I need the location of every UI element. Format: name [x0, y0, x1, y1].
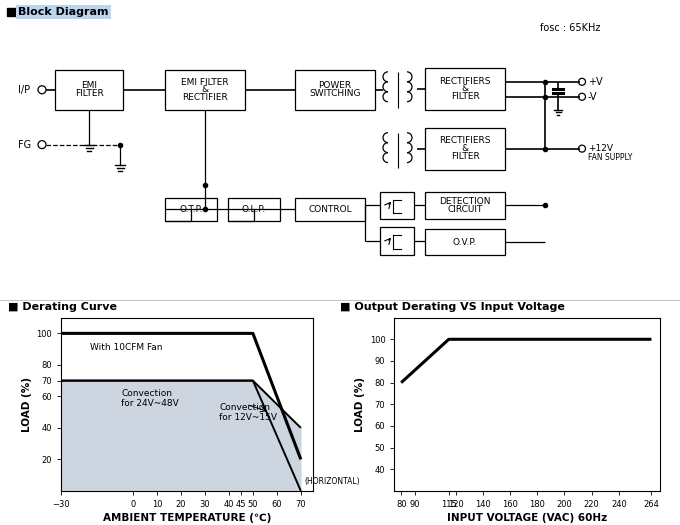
Text: RECTIFIERS: RECTIFIERS	[439, 136, 491, 145]
Bar	[7, 8, 15, 16]
Bar	[295, 70, 375, 110]
Bar	[425, 68, 505, 110]
X-axis label: AMBIENT TEMPERATURE (℃): AMBIENT TEMPERATURE (℃)	[103, 513, 271, 523]
Text: Convection
for 12V~15V: Convection for 12V~15V	[220, 403, 277, 422]
Bar	[55, 70, 123, 110]
Text: RECTIFIERS: RECTIFIERS	[439, 77, 491, 86]
Text: SWITCHING: SWITCHING	[309, 89, 361, 98]
Text: EMI FILTER: EMI FILTER	[181, 78, 228, 87]
Bar	[425, 229, 505, 255]
Bar	[165, 70, 245, 110]
Text: fosc : 65KHz: fosc : 65KHz	[540, 23, 600, 33]
Bar	[380, 192, 414, 219]
Bar	[425, 192, 505, 219]
Text: -V: -V	[588, 92, 598, 102]
Y-axis label: LOAD (%): LOAD (%)	[22, 377, 32, 432]
Text: CONTROL: CONTROL	[308, 205, 352, 214]
Text: ■ Derating Curve: ■ Derating Curve	[8, 302, 117, 312]
Text: &: &	[462, 144, 469, 153]
X-axis label: INPUT VOLTAGE (VAC) 60Hz: INPUT VOLTAGE (VAC) 60Hz	[447, 513, 607, 523]
Text: FG: FG	[18, 140, 31, 150]
Text: ■ Output Derating VS Input Voltage: ■ Output Derating VS Input Voltage	[340, 302, 565, 312]
Text: RECTIFIER: RECTIFIER	[182, 93, 228, 102]
Bar	[228, 197, 280, 222]
Text: FAN SUPPLY: FAN SUPPLY	[588, 153, 632, 162]
Bar	[165, 197, 217, 222]
Polygon shape	[61, 381, 301, 491]
Text: &: &	[462, 85, 469, 93]
Text: +V: +V	[588, 77, 602, 87]
Text: DETECTION: DETECTION	[439, 197, 491, 206]
Text: O.T.P.: O.T.P.	[180, 205, 203, 214]
Text: With 10CFM Fan: With 10CFM Fan	[90, 343, 163, 352]
Text: I/P: I/P	[18, 85, 30, 95]
Text: FILTER: FILTER	[451, 152, 479, 161]
Bar	[295, 197, 365, 222]
Text: Convection
for 24V~48V: Convection for 24V~48V	[121, 388, 179, 408]
Text: O.V.P.: O.V.P.	[453, 238, 477, 247]
Text: CIRCUIT: CIRCUIT	[447, 205, 483, 214]
Bar	[380, 227, 414, 255]
Bar	[425, 128, 505, 170]
Text: O.L.P.: O.L.P.	[242, 205, 266, 214]
Text: FILTER: FILTER	[451, 92, 479, 101]
Text: &: &	[201, 85, 209, 94]
Text: +12V: +12V	[588, 144, 613, 153]
Text: POWER: POWER	[318, 81, 352, 90]
Text: (HORIZONTAL): (HORIZONTAL)	[305, 477, 360, 486]
Text: FILTER: FILTER	[75, 89, 103, 98]
Text: Block Diagram: Block Diagram	[18, 7, 109, 17]
Y-axis label: LOAD (%): LOAD (%)	[356, 377, 365, 432]
Text: EMI: EMI	[81, 81, 97, 90]
